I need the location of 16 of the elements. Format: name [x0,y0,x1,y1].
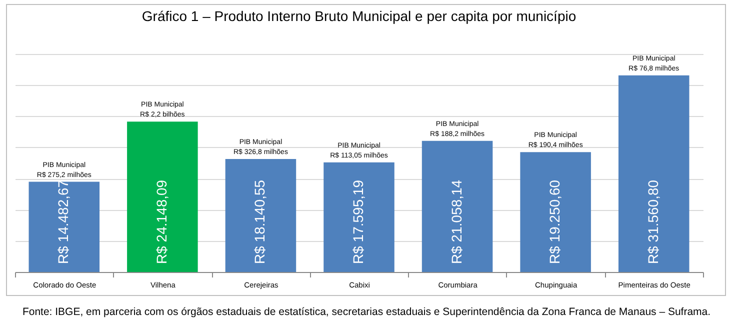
source-note: Fonte: IBGE, em parceria com os órgãos estaduais de estatística, secretarias estaduais e Superintendência da Zona Franca de Manaus – Suframa. [21,306,712,318]
bar [225,159,296,272]
bar [520,152,591,272]
data-label: R$ 21.058,14 [448,180,464,264]
data-label: R$ 14.482,67 [55,180,72,264]
bar [422,140,493,272]
bar [127,122,198,272]
bar [28,182,100,272]
data-label: R$ 17.595,19 [350,180,366,264]
data-label: R$ 18.140,55 [252,180,268,264]
data-label: R$ 19.250,60 [546,180,563,264]
bar [324,162,394,272]
bar [618,75,690,272]
data-label: R$ 24.148,09 [153,180,170,264]
data-label: R$ 31.560,80 [644,180,661,264]
chart-title: Gráfico 1 – Produto Interno Bruto Municipal e per capita por município [142,8,576,24]
